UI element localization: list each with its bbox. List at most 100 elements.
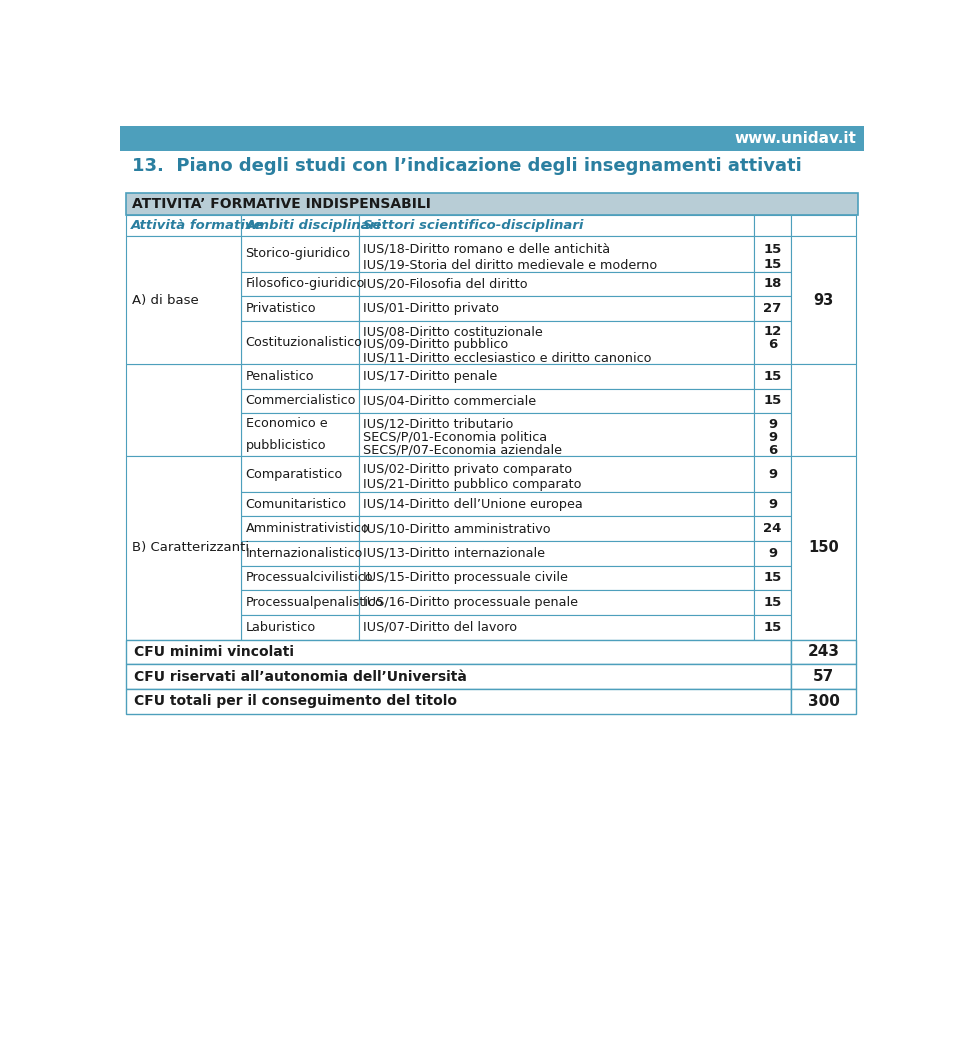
Text: pubblicistico: pubblicistico: [246, 439, 326, 453]
Bar: [754, 615, 791, 639]
Text: 57: 57: [813, 669, 834, 684]
Text: IUS/16-Diritto processuale penale: IUS/16-Diritto processuale penale: [363, 596, 578, 609]
Bar: [754, 414, 791, 457]
Bar: [359, 364, 754, 388]
Text: Penalistico: Penalistico: [246, 370, 314, 383]
Bar: [241, 491, 359, 517]
Bar: [120, 126, 864, 150]
Bar: [126, 457, 241, 639]
Bar: [126, 193, 858, 214]
Text: 15: 15: [763, 571, 781, 585]
Text: B) Caratterizzanti: B) Caratterizzanti: [132, 542, 250, 554]
Bar: [126, 639, 791, 665]
Bar: [359, 321, 754, 364]
Bar: [241, 615, 359, 639]
Text: IUS/18-Diritto romano e delle antichità: IUS/18-Diritto romano e delle antichità: [363, 243, 611, 256]
Text: Processualpenalistico: Processualpenalistico: [246, 596, 383, 609]
Text: IUS/20-Filosofia del diritto: IUS/20-Filosofia del diritto: [363, 277, 528, 291]
Bar: [754, 364, 791, 388]
Bar: [754, 517, 791, 541]
Bar: [359, 566, 754, 590]
Text: 9: 9: [768, 498, 777, 510]
Bar: [359, 414, 754, 457]
Text: IUS/15-Diritto processuale civile: IUS/15-Diritto processuale civile: [363, 571, 568, 585]
Bar: [754, 321, 791, 364]
Text: A) di base: A) di base: [132, 294, 199, 307]
Text: CFU totali per il conseguimento del titolo: CFU totali per il conseguimento del tito…: [134, 694, 457, 708]
Text: IUS/11-Diritto ecclesiastico e diritto canonico: IUS/11-Diritto ecclesiastico e diritto c…: [363, 352, 652, 364]
Bar: [791, 214, 856, 236]
Text: 9: 9: [768, 467, 777, 481]
Text: 6: 6: [768, 338, 778, 352]
Bar: [241, 272, 359, 296]
Bar: [241, 517, 359, 541]
Text: IUS/01-Diritto privato: IUS/01-Diritto privato: [363, 302, 499, 315]
Text: IUS/09-Diritto pubblico: IUS/09-Diritto pubblico: [363, 338, 509, 352]
Text: 27: 27: [763, 302, 781, 315]
Bar: [241, 321, 359, 364]
Text: Internazionalistico: Internazionalistico: [246, 547, 363, 560]
Text: CFU riservati all’autonomia dell’Università: CFU riservati all’autonomia dell’Univers…: [134, 670, 467, 684]
Text: IUS/17-Diritto penale: IUS/17-Diritto penale: [363, 370, 497, 383]
Text: SECS/P/07-Economia aziendale: SECS/P/07-Economia aziendale: [363, 444, 563, 457]
Text: 13.  Piano degli studi con l’indicazione degli insegnamenti attivati: 13. Piano degli studi con l’indicazione …: [132, 156, 803, 174]
Bar: [754, 272, 791, 296]
Text: www.unidav.it: www.unidav.it: [734, 131, 856, 146]
Text: 15: 15: [763, 370, 781, 383]
Text: 15: 15: [763, 395, 781, 407]
Text: 243: 243: [807, 645, 840, 659]
Text: 93: 93: [813, 293, 834, 308]
Bar: [241, 541, 359, 566]
Bar: [791, 689, 856, 714]
Text: IUS/19-Storia del diritto medievale e moderno: IUS/19-Storia del diritto medievale e mo…: [363, 258, 658, 271]
Bar: [241, 590, 359, 615]
Bar: [241, 388, 359, 414]
Bar: [359, 541, 754, 566]
Text: Comparatistico: Comparatistico: [246, 467, 343, 481]
Text: Costituzionalistico: Costituzionalistico: [246, 336, 363, 349]
Bar: [241, 214, 359, 236]
Bar: [241, 296, 359, 321]
Bar: [126, 236, 241, 364]
Bar: [126, 689, 791, 714]
Text: ATTIVITA’ FORMATIVE INDISPENSABILI: ATTIVITA’ FORMATIVE INDISPENSABILI: [132, 196, 431, 211]
Bar: [241, 364, 359, 388]
Text: 300: 300: [807, 694, 840, 709]
Text: Filosofico-giuridico: Filosofico-giuridico: [246, 277, 365, 291]
Bar: [791, 364, 856, 457]
Bar: [359, 272, 754, 296]
Text: 12: 12: [763, 326, 781, 338]
Text: 15: 15: [763, 621, 781, 634]
Text: IUS/12-Diritto tributario: IUS/12-Diritto tributario: [363, 418, 514, 430]
Bar: [754, 566, 791, 590]
Bar: [791, 665, 856, 689]
Text: IUS/10-Diritto amministrativo: IUS/10-Diritto amministrativo: [363, 522, 551, 536]
Text: 18: 18: [763, 277, 781, 291]
Bar: [359, 615, 754, 639]
Bar: [241, 566, 359, 590]
Text: Privatistico: Privatistico: [246, 302, 316, 315]
Bar: [359, 214, 754, 236]
Bar: [359, 457, 754, 491]
Bar: [754, 457, 791, 491]
Text: SECS/P/01-Economia politica: SECS/P/01-Economia politica: [363, 430, 547, 444]
Bar: [126, 364, 241, 457]
Text: 15: 15: [763, 258, 781, 271]
Text: 9: 9: [768, 547, 777, 560]
Bar: [754, 590, 791, 615]
Bar: [791, 457, 856, 639]
Text: 6: 6: [768, 444, 778, 457]
Bar: [791, 639, 856, 665]
Text: 15: 15: [763, 596, 781, 609]
Bar: [126, 665, 791, 689]
Text: 24: 24: [763, 522, 781, 536]
Text: IUS/14-Diritto dell’Unione europea: IUS/14-Diritto dell’Unione europea: [363, 498, 583, 510]
Text: Storico-giuridico: Storico-giuridico: [246, 248, 350, 260]
Text: Comunitaristico: Comunitaristico: [246, 498, 347, 510]
Text: IUS/13-Diritto internazionale: IUS/13-Diritto internazionale: [363, 547, 545, 560]
Bar: [359, 590, 754, 615]
Bar: [241, 414, 359, 457]
Text: IUS/04-Diritto commerciale: IUS/04-Diritto commerciale: [363, 395, 537, 407]
Text: IUS/07-Diritto del lavoro: IUS/07-Diritto del lavoro: [363, 621, 517, 634]
Text: Settori scientifico-disciplinari: Settori scientifico-disciplinari: [363, 218, 584, 232]
